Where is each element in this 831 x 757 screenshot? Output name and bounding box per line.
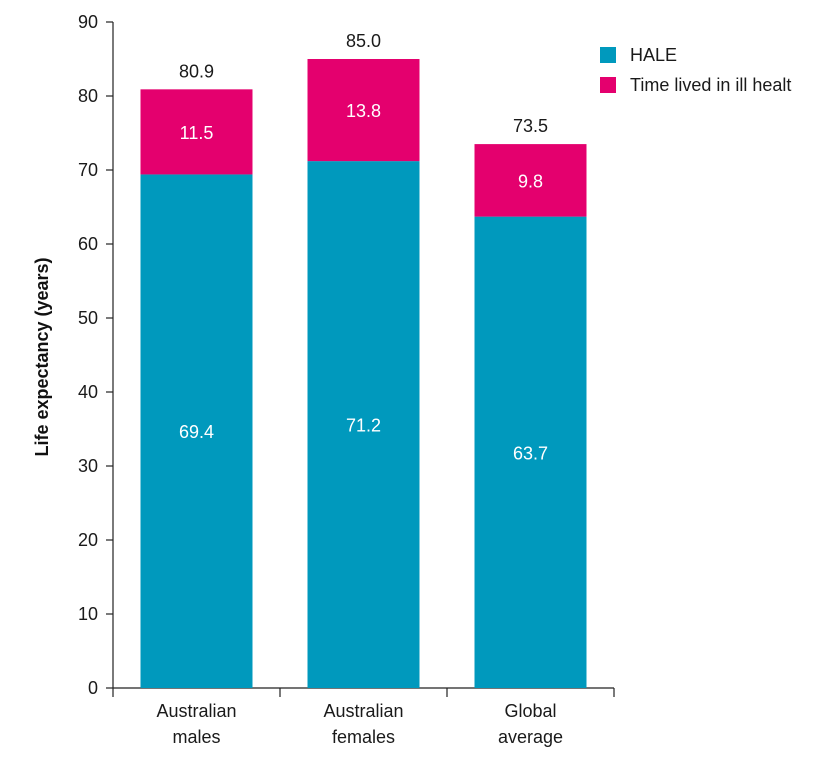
y-axis-title: Life expectancy (years) xyxy=(32,257,52,456)
data-label: 11.5 xyxy=(180,123,214,143)
bar-segment-hale xyxy=(140,174,253,688)
legend-label-ill-health: Time lived in ill healt xyxy=(630,75,791,95)
x-category-label: males xyxy=(172,727,220,747)
legend-label-hale: HALE xyxy=(630,45,677,65)
data-label: 69.4 xyxy=(179,422,214,442)
data-label: 13.8 xyxy=(346,101,381,121)
bars: 69.4 11.5 80.9 71.2 13.8 85.0 63.7 9.8 73.5 xyxy=(140,31,587,688)
total-label: 80.9 xyxy=(179,61,214,81)
x-category-label: females xyxy=(332,727,395,747)
y-axis: 0 10 20 30 40 50 60 70 80 90 xyxy=(78,12,114,698)
y-tick-label: 90 xyxy=(78,12,98,32)
y-tick-label: 20 xyxy=(78,530,98,550)
bar-segment-hale xyxy=(307,161,420,688)
data-label: 63.7 xyxy=(513,443,548,463)
legend-swatch-ill-health xyxy=(600,77,616,93)
y-tick-label: 50 xyxy=(78,308,98,328)
x-category-label: Australian xyxy=(323,701,403,721)
y-tick-label: 0 xyxy=(88,678,98,698)
x-axis: Australian males Australian females Global av… xyxy=(112,687,615,747)
legend-swatch-hale xyxy=(600,47,616,63)
y-tick-label: 80 xyxy=(78,86,98,106)
y-tick-label: 40 xyxy=(78,382,98,402)
bar-segment-ill-health xyxy=(474,144,587,217)
total-label: 85.0 xyxy=(346,31,381,51)
data-label: 71.2 xyxy=(346,416,381,436)
x-category-label: Australian xyxy=(156,701,236,721)
x-category-label: average xyxy=(498,727,563,747)
total-label: 73.5 xyxy=(513,116,548,136)
y-tick-label: 30 xyxy=(78,456,98,476)
bar-segment-hale xyxy=(474,216,587,688)
x-category-label: Global xyxy=(504,701,556,721)
y-tick-label: 10 xyxy=(78,604,98,624)
bar-segment-ill-health xyxy=(307,59,420,162)
y-tick-label: 70 xyxy=(78,160,98,180)
legend: HALE Time lived in ill healt xyxy=(600,45,791,95)
bar-segment-ill-health xyxy=(140,89,253,175)
data-label: 9.8 xyxy=(518,171,543,191)
y-tick-label: 60 xyxy=(78,234,98,254)
